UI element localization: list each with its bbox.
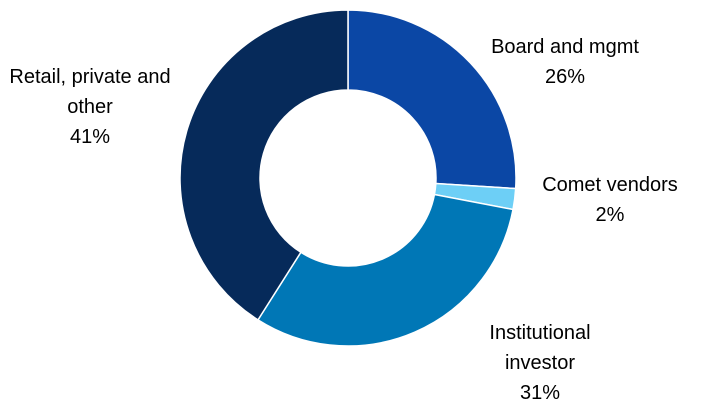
slice-label: Institutional investor 31% [470, 318, 610, 408]
value-label: 2% [595, 204, 625, 226]
category-label: Institutional investor [489, 322, 591, 374]
slice-label: Comet vendors 2% [510, 170, 709, 230]
value-label: 41% [69, 126, 111, 148]
value-label: 31% [519, 382, 561, 404]
donut-slice [179, 9, 349, 321]
category-label: Board and mgmt [491, 36, 639, 58]
slice-label: Retail, private and other 41% [5, 62, 175, 152]
value-label: 26% [544, 66, 586, 88]
donut-slice [256, 193, 514, 347]
slice-label: Board and mgmt 26% [465, 32, 665, 92]
category-label: Retail, private and other [9, 66, 171, 118]
category-label: Comet vendors [542, 174, 678, 196]
donut-slice [347, 9, 517, 190]
